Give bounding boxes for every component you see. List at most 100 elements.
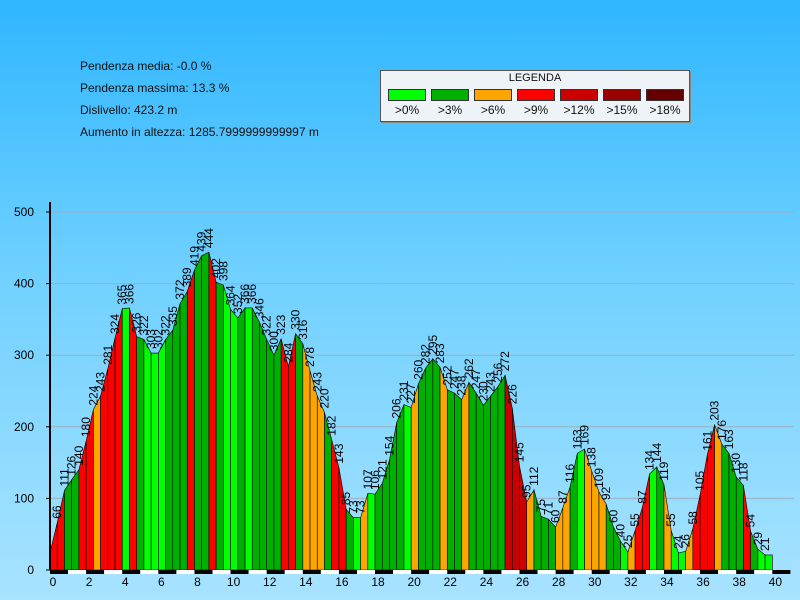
km-scale-segment	[140, 570, 159, 574]
elevation-label: 323	[274, 314, 288, 334]
elevation-label: 95	[520, 484, 534, 498]
km-scale-segment	[356, 570, 376, 574]
profile-segment	[446, 389, 455, 571]
elevation-label: 230	[476, 381, 490, 401]
profile-segment	[136, 336, 145, 571]
elevation-label: 203	[708, 400, 722, 420]
km-scale-segment	[212, 570, 231, 574]
elevation-label: 366	[238, 284, 252, 304]
elevation-label: 73	[354, 500, 368, 514]
legend-item: >9%	[514, 89, 558, 117]
elevation-label: 366	[122, 284, 136, 304]
profile-segment	[598, 490, 607, 571]
km-scale-segment	[411, 570, 430, 574]
elevation-label: 180	[79, 417, 93, 437]
km-scale-segment	[700, 570, 719, 574]
elevation-label: 107	[361, 469, 375, 489]
profile-segment	[237, 307, 246, 571]
profile-segment	[316, 395, 325, 571]
elevation-label: 92	[599, 486, 613, 500]
km-scale-segment	[194, 570, 213, 574]
x-tick-label: 10	[227, 575, 241, 589]
y-tick-label: 500	[14, 205, 34, 219]
km-scale-segment	[555, 570, 574, 574]
elevation-label: 111	[57, 468, 71, 487]
profile-segment	[172, 303, 181, 571]
elevation-label: 243	[484, 372, 498, 392]
elevation-label: 130	[729, 453, 743, 473]
km-scale-segment	[266, 570, 285, 574]
x-tick-label: 40	[769, 575, 783, 589]
elevation-label: 138	[585, 447, 599, 467]
elevation-label: 54	[744, 514, 758, 528]
x-tick-label: 20	[407, 575, 421, 589]
elevation-label: 161	[700, 430, 714, 450]
km-scale-segment	[50, 570, 69, 574]
elevation-label: 116	[563, 463, 577, 482]
elevation-label: 118	[736, 462, 750, 481]
km-scale-segment	[447, 570, 466, 574]
km-scale-segment	[772, 570, 791, 574]
profile-segment	[107, 337, 116, 571]
profile-segment	[100, 368, 109, 571]
elevation-label: 226	[505, 384, 519, 404]
elevation-label: 278	[303, 347, 317, 367]
y-tick-label: 400	[14, 277, 34, 291]
km-scale-segment	[591, 570, 610, 574]
elevation-label: 247	[469, 369, 483, 389]
elevation-label: 256	[491, 362, 505, 382]
y-tick-label: 300	[14, 348, 34, 362]
km-scale-segment	[736, 570, 755, 574]
legend-item: >6%	[471, 89, 515, 117]
y-tick-label: 0	[27, 563, 34, 577]
profile-segment	[71, 468, 80, 571]
elevation-label: 60	[606, 509, 620, 523]
profile-segment	[454, 392, 463, 571]
km-scale-segment	[465, 570, 484, 574]
profile-segment	[367, 493, 376, 571]
elevation-label: 66	[50, 505, 64, 519]
profile-segment	[194, 255, 202, 571]
y-tick-label: 100	[14, 491, 34, 505]
elevation-label: 105	[693, 470, 707, 490]
max-slope-text: Pendenza massima: 13.3 %	[80, 81, 230, 95]
elevation-label: 282	[419, 344, 433, 364]
profile-segment	[490, 385, 499, 571]
x-tick-label: 16	[335, 575, 349, 589]
profile-segment	[251, 307, 260, 571]
elevation-label: 176	[715, 420, 729, 440]
km-scale-segment	[483, 570, 502, 574]
km-scale-segment	[176, 570, 195, 574]
elevation-label: 206	[390, 398, 404, 418]
km-scale-segment	[122, 570, 141, 574]
profile-segment	[396, 404, 405, 571]
profile-segment	[735, 476, 744, 571]
x-tick-label: 36	[696, 575, 710, 589]
profile-segment	[56, 490, 65, 571]
legend-swatch	[603, 89, 641, 101]
km-scale-segment	[68, 570, 87, 574]
elevation-label: 154	[382, 435, 396, 455]
x-tick-label: 34	[660, 575, 674, 589]
elevation-label: 119	[657, 461, 671, 480]
profile-segment	[121, 307, 130, 571]
profile-segment	[143, 339, 152, 571]
km-scale-segment	[645, 570, 664, 574]
profile-segment	[230, 308, 239, 571]
elevation-label: 224	[86, 385, 100, 405]
elevation-label: 220	[317, 388, 331, 408]
legend-swatch	[517, 89, 555, 101]
km-scale-segment	[429, 570, 448, 574]
stats-panel: Pendenza media: -0.0 % Pendenza massima:…	[80, 58, 319, 146]
legend-item: >12%	[557, 89, 601, 117]
km-scale-segment	[338, 570, 357, 574]
elevation-label: 444	[202, 228, 216, 248]
elevation-label: 126	[65, 455, 79, 475]
km-scale-segment	[519, 570, 538, 574]
profile-segment	[223, 284, 231, 571]
legend-swatch	[388, 89, 426, 101]
elevation-label: 87	[635, 490, 649, 504]
elevation-label: 322	[137, 315, 151, 335]
elevation-label: 143	[332, 443, 346, 463]
x-tick-label: 12	[263, 575, 277, 589]
